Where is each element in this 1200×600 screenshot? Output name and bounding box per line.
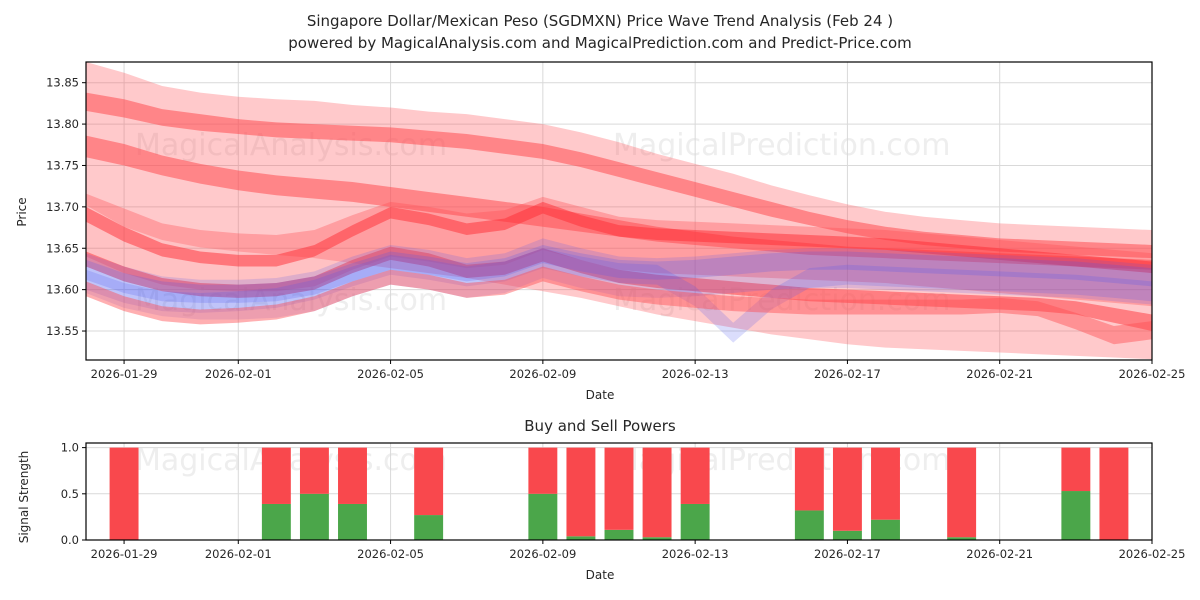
svg-text:MagicalAnalysis.com: MagicalAnalysis.com [135, 443, 447, 478]
buy-power-bar [680, 503, 710, 540]
powers-title-text: Buy and Sell Powers [524, 417, 676, 435]
x-tick-label: 2026-02-17 [814, 547, 881, 561]
x-tick-label: 2026-01-29 [91, 367, 158, 381]
axis-ticks: 0.0 0.5 1.0 2026-01-29 2026-02-01 2026-02-05 2… [61, 441, 1186, 561]
powers-x-axis-label: Date [585, 568, 615, 582]
page-title: Singapore Dollar/Mexican Peso (SGDMXN) P… [0, 10, 1200, 54]
x-tick-label: 2026-02-21 [966, 367, 1033, 381]
sell-power-bar [299, 447, 329, 494]
x-tick-label: 2026-02-09 [509, 547, 576, 561]
x-tick-label: 2026-02-13 [662, 547, 729, 561]
sell-power-bar [1061, 447, 1091, 492]
sell-power-bar [109, 447, 139, 540]
y-tick-label: 13.65 [46, 241, 79, 255]
title-line-1: Singapore Dollar/Mexican Peso (SGDMXN) P… [306, 12, 894, 30]
powers-title: Buy and Sell Powers [0, 416, 1200, 436]
wave-bands [86, 62, 1152, 360]
wave-band-7 [86, 244, 1152, 303]
svg-text:MagicalPrediction.com: MagicalPrediction.com [613, 128, 951, 163]
x-tick-label: 2026-02-25 [1119, 547, 1186, 561]
x-tick-label: 2026-02-01 [205, 547, 272, 561]
sell-power-bar [414, 447, 444, 516]
sell-power-bar [566, 447, 596, 537]
sell-power-bar [528, 447, 558, 494]
wave-band-3 [86, 193, 1152, 307]
buy-power-bar [871, 519, 900, 540]
y-tick-label: 13.80 [46, 117, 79, 131]
sell-power-bar [604, 447, 634, 530]
x-tick-label: 2026-02-17 [814, 367, 881, 381]
y-tick-label: 13.75 [46, 158, 79, 172]
sell-power-bar [261, 447, 291, 504]
sell-power-bar [794, 447, 824, 511]
price-x-axis-label: Date [585, 388, 615, 402]
buy-power-bar [642, 537, 672, 540]
x-tick-label: 2026-02-01 [205, 367, 272, 381]
sell-power-bar [1099, 447, 1129, 540]
buy-power-bar [947, 537, 977, 540]
buy-power-bar [299, 493, 329, 540]
title-line-2: powered by MagicalAnalysis.com and Magic… [288, 34, 912, 52]
price-wave-chart: MagicalAnalysis.com MagicalPrediction.com… [46, 61, 1185, 381]
buy-power-bar [566, 536, 596, 540]
sell-power-bar [680, 447, 710, 504]
y-tick-label: 13.55 [46, 324, 79, 338]
x-tick-label: 2026-01-29 [91, 547, 158, 561]
sell-power-bar [642, 447, 672, 538]
wave-band-6 [86, 238, 1152, 320]
sell-power-bar [871, 447, 900, 520]
y-tick-label: 1.0 [61, 441, 79, 455]
buy-power-bar [414, 515, 444, 540]
wave-band-1 [86, 92, 1152, 259]
sell-power-bar [832, 447, 862, 531]
bar-group [109, 447, 1129, 540]
sell-power-bar [338, 447, 367, 504]
buy-power-bar [832, 530, 862, 540]
x-tick-label: 2026-02-05 [357, 547, 424, 561]
x-tick-label: 2026-02-21 [966, 547, 1033, 561]
y-tick-label: 0.5 [61, 487, 79, 501]
wave-band-9 [86, 266, 1152, 345]
x-tick-label: 2026-02-13 [662, 367, 729, 381]
buy-power-bar [604, 529, 634, 540]
buy-power-bar [528, 493, 558, 540]
x-tick-label: 2026-02-25 [1119, 367, 1186, 381]
powers-y-axis-label: Signal Strength [17, 450, 31, 544]
wave-band-5 [86, 246, 1152, 332]
buy-power-bar [794, 510, 824, 540]
buy-power-bar [261, 503, 291, 540]
buy-power-bar [1061, 491, 1091, 540]
price-y-axis-label: Price [15, 197, 29, 227]
y-tick-label: 0.0 [61, 533, 79, 547]
sell-power-bar [947, 447, 977, 538]
y-tick-label: 13.70 [46, 200, 79, 214]
wave-band-8 [86, 248, 1152, 343]
y-tick-label: 13.85 [46, 76, 79, 90]
buy-sell-powers-chart: MagicalAnalysis.com MagicalPrediction.com… [61, 441, 1186, 561]
axis-ticks: 13.55 13.60 13.65 13.70 13.75 13.80 13.85 2026-… [46, 76, 1185, 381]
x-tick-label: 2026-02-09 [509, 367, 576, 381]
y-tick-label: 13.60 [46, 283, 79, 297]
x-tick-label: 2026-02-05 [357, 367, 424, 381]
buy-power-bar [338, 503, 367, 540]
